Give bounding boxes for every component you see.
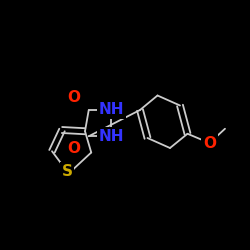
Text: O: O xyxy=(203,136,216,150)
Text: NH: NH xyxy=(98,129,124,144)
Text: NH: NH xyxy=(98,102,124,118)
Text: O: O xyxy=(67,141,80,156)
Text: O: O xyxy=(67,90,80,105)
Text: S: S xyxy=(62,164,72,179)
